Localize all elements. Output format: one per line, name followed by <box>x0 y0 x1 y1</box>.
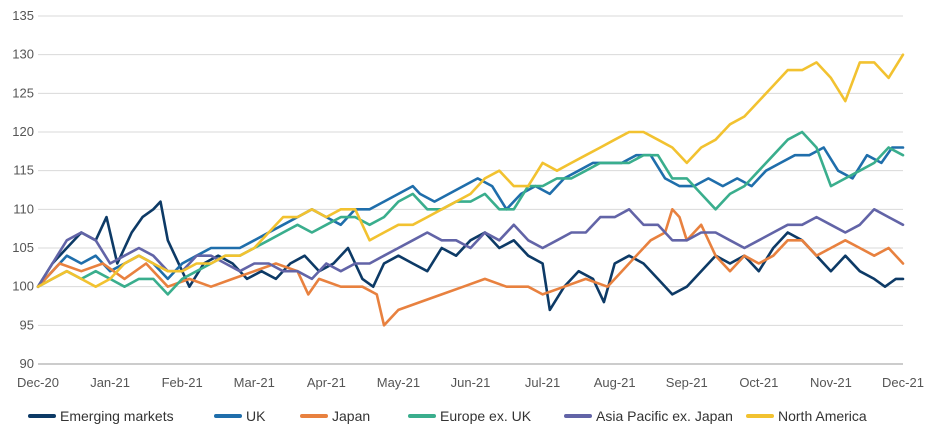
y-tick-label: 100 <box>12 279 34 294</box>
y-axis-ticks: 90 95 100 105 110 115 120 125 130 135 <box>12 8 34 371</box>
legend: Emerging markets UK Japan Europe ex. UK Asia… <box>28 408 867 424</box>
y-tick-label: 120 <box>12 124 34 139</box>
x-tick-label: May-21 <box>377 375 420 390</box>
y-tick-label: 90 <box>20 356 34 371</box>
legend-label-emerging-markets: Emerging markets <box>60 408 174 424</box>
x-tick-label: Nov-21 <box>810 375 852 390</box>
x-tick-label: Dec-21 <box>882 375 924 390</box>
legend-label-north-america: North America <box>778 408 867 424</box>
x-axis-ticks: Dec-20 Jan-21 Feb-21 Mar-21 Apr-21 May-21 Jun-… <box>17 375 924 390</box>
y-tick-label: 95 <box>20 317 34 332</box>
x-tick-label: Apr-21 <box>307 375 346 390</box>
x-tick-label: Aug-21 <box>594 375 636 390</box>
x-tick-label: Jan-21 <box>90 375 130 390</box>
series-line-north-america <box>36 53 905 288</box>
y-tick-label: 135 <box>12 8 34 23</box>
gridlines <box>38 15 903 326</box>
series-line-japan <box>36 208 905 327</box>
x-tick-label: Feb-21 <box>162 375 203 390</box>
y-tick-label: 125 <box>12 85 34 100</box>
series-lines <box>36 53 905 327</box>
x-tick-label: Oct-21 <box>739 375 778 390</box>
x-tick-label: Dec-20 <box>17 375 59 390</box>
legend-label-japan: Japan <box>332 408 370 424</box>
series-line-emerging-markets <box>36 200 905 312</box>
legend-label-asia-pacific-ex-japan: Asia Pacific ex. Japan <box>596 408 733 424</box>
y-tick-label: 105 <box>12 240 34 255</box>
legend-label-uk: UK <box>246 408 266 424</box>
y-tick-label: 130 <box>12 47 34 62</box>
series-line-europe-ex-uk <box>36 130 905 296</box>
y-tick-label: 110 <box>13 201 34 216</box>
x-tick-label: Jun-21 <box>451 375 491 390</box>
legend-label-europe-ex-uk: Europe ex. UK <box>440 408 532 424</box>
series-line-uk <box>36 146 905 288</box>
x-tick-label: Mar-21 <box>234 375 275 390</box>
y-tick-label: 115 <box>13 163 34 178</box>
x-tick-label: Sep-21 <box>666 375 708 390</box>
x-tick-label: Jul-21 <box>525 375 560 390</box>
